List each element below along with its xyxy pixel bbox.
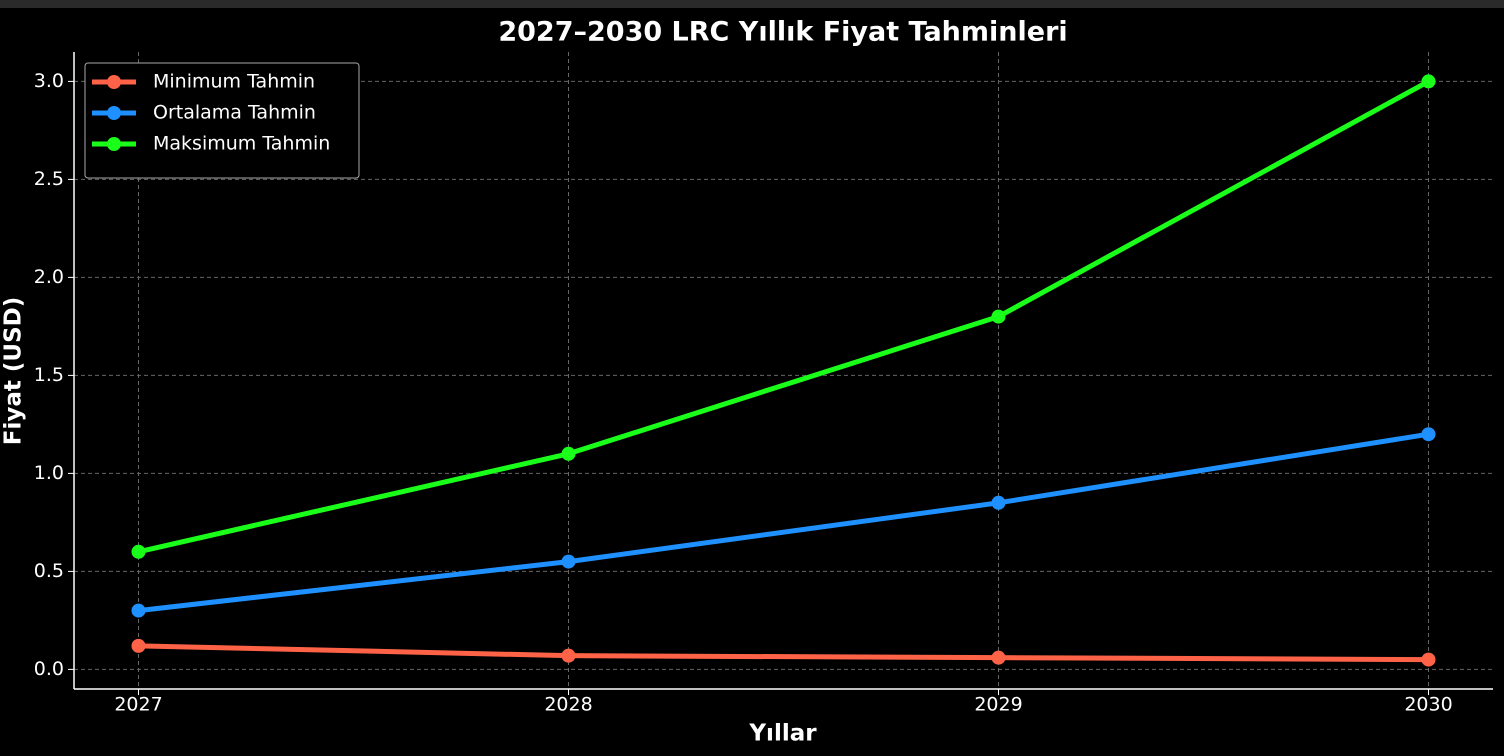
legend-label: Minimum Tahmin (153, 71, 315, 93)
x-tick-label: 2027 (114, 694, 162, 716)
data-point (561, 554, 576, 569)
x-axis-label: Yıllar (748, 721, 817, 747)
legend-marker (107, 106, 121, 120)
data-point (991, 309, 1006, 324)
x-tick-label: 2028 (544, 694, 592, 716)
y-tick-label: 2.0 (34, 266, 64, 288)
x-tick-label: 2029 (974, 694, 1022, 716)
data-point (131, 603, 146, 618)
series-line (137, 79, 1430, 555)
legend-marker (107, 137, 121, 151)
data-point (131, 638, 146, 653)
y-tick-label: 0.5 (34, 560, 64, 582)
legend-label: Ortalama Tahmin (153, 102, 316, 124)
data-point (991, 650, 1006, 665)
legend-marker (107, 75, 121, 89)
data-point (131, 544, 146, 559)
data-point (561, 648, 576, 663)
y-tick-label: 1.0 (34, 462, 64, 484)
series-line (138, 643, 1429, 663)
data-point (1421, 652, 1436, 667)
legend-label: Maksimum Tahmin (153, 133, 330, 155)
legend-box (84, 62, 360, 179)
data-point (1421, 427, 1436, 442)
data-point (561, 446, 576, 461)
series-line (138, 431, 1429, 614)
y-tick-label: 2.5 (34, 168, 64, 190)
y-tick-label: 3.0 (34, 70, 64, 92)
data-point (991, 495, 1006, 510)
top-bar (0, 0, 1504, 8)
x-tick-label: 2030 (1404, 694, 1452, 716)
y-tick-label: 1.5 (34, 364, 64, 386)
data-point (1421, 74, 1436, 89)
y-tick-label: 0.0 (34, 658, 64, 680)
chart-title: 2027–2030 LRC Yıllık Fiyat Tahminleri (498, 17, 1067, 48)
y-axis-label: Fiyat (USD) (1, 297, 27, 445)
